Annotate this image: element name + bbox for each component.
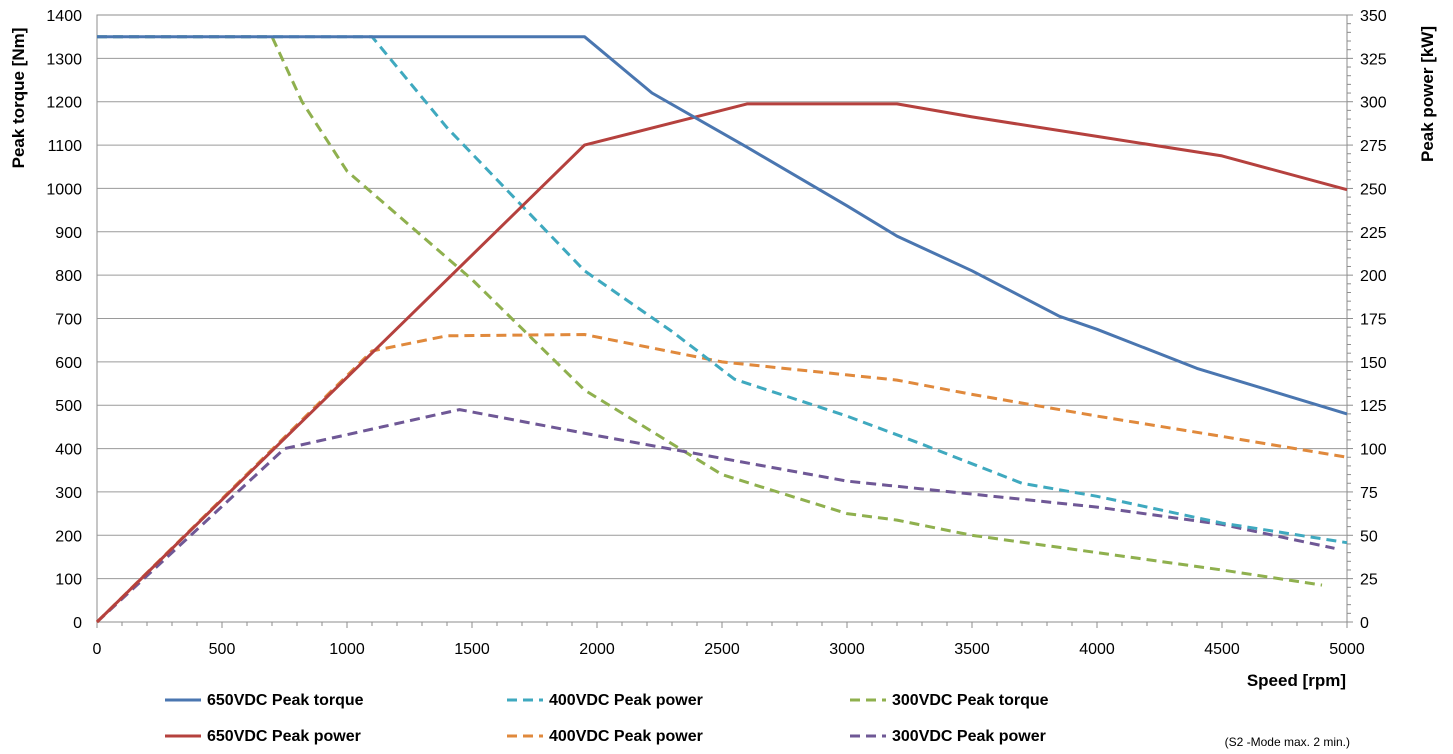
y-right-tick-175: 175 <box>1360 312 1387 329</box>
x-axis-tick-labels: 0 500 1000 1500 2000 2500 3000 3500 4000 4500 5000 <box>93 641 1365 658</box>
footnote: (S2 -Mode max. 2 min.) <box>1225 735 1350 749</box>
series-lines <box>95 35 1348 624</box>
right-axis-ticks <box>1347 14 1353 623</box>
y-right-tick-75: 75 <box>1360 485 1378 502</box>
y-left-tick-200: 200 <box>55 528 82 545</box>
y-right-tick-50: 50 <box>1360 528 1378 545</box>
y-left-tick-700: 700 <box>55 312 82 329</box>
series-line-3 <box>95 333 1348 624</box>
left-axis-tick-labels: 0 100 200 300 400 500 600 700 800 900 1000 1100 1200… <box>46 8 82 632</box>
x-tick-1000: 1000 <box>329 641 365 658</box>
x-tick-0: 0 <box>93 641 102 658</box>
x-tick-3000: 3000 <box>829 641 865 658</box>
x-tick-2500: 2500 <box>704 641 740 658</box>
y-right-tick-275: 275 <box>1360 138 1387 155</box>
series-line-4 <box>97 35 1323 587</box>
y-axis-left-title: Peak torque [Nm] <box>9 28 28 169</box>
x-minor-ticks <box>96 622 1348 628</box>
x-tick-500: 500 <box>209 641 236 658</box>
y-right-tick-0: 0 <box>1360 615 1369 632</box>
y-right-tick-150: 150 <box>1360 355 1387 372</box>
y-left-tick-400: 400 <box>55 442 82 459</box>
x-axis-title: Speed [rpm] <box>1247 671 1346 690</box>
y-right-tick-200: 200 <box>1360 268 1387 285</box>
y-left-tick-800: 800 <box>55 268 82 285</box>
y-left-tick-1000: 1000 <box>46 181 82 198</box>
series-line-1 <box>95 102 1348 624</box>
x-tick-5000: 5000 <box>1329 641 1365 658</box>
y-right-tick-125: 125 <box>1360 398 1387 415</box>
y-left-tick-1200: 1200 <box>46 95 82 112</box>
y-right-tick-100: 100 <box>1360 442 1387 459</box>
y-left-tick-100: 100 <box>55 572 82 589</box>
y-left-tick-1100: 1100 <box>48 138 83 155</box>
legend-label-4: 300VDC Peak torque <box>892 692 1049 709</box>
x-tick-4500: 4500 <box>1204 641 1240 658</box>
right-axis-tick-labels: 0 25 50 75 100 125 150 175 200 225 250 275 300 325 350 <box>1360 8 1387 632</box>
gridlines <box>97 57 1347 580</box>
x-tick-3500: 3500 <box>954 641 990 658</box>
y-right-tick-25: 25 <box>1360 572 1378 589</box>
y-left-tick-500: 500 <box>55 398 82 415</box>
y-left-tick-1400: 1400 <box>46 8 82 25</box>
y-axis-right-title: Peak power [kW] <box>1418 26 1437 162</box>
x-tick-2000: 2000 <box>579 641 615 658</box>
y-left-tick-1300: 1300 <box>46 51 82 68</box>
y-right-tick-350: 350 <box>1360 8 1387 25</box>
y-left-tick-600: 600 <box>55 355 82 372</box>
y-left-tick-900: 900 <box>55 225 82 242</box>
y-left-tick-0: 0 <box>73 615 82 632</box>
x-tick-4000: 4000 <box>1079 641 1115 658</box>
y-right-tick-250: 250 <box>1360 181 1387 198</box>
y-right-tick-325: 325 <box>1360 51 1387 68</box>
y-right-tick-300: 300 <box>1360 95 1387 112</box>
legend-label-0: 650VDC Peak torque <box>207 692 364 709</box>
y-left-tick-300: 300 <box>55 485 82 502</box>
y-right-tick-225: 225 <box>1360 225 1387 242</box>
series-line-2 <box>97 35 1348 545</box>
legend-label-3: 400VDC Peak power <box>549 728 703 745</box>
legend: 650VDC Peak torque 650VDC Peak power 400VD… <box>165 692 1049 745</box>
legend-label-5: 300VDC Peak power <box>892 728 1046 745</box>
legend-label-2: 400VDC Peak power <box>549 692 703 709</box>
legend-label-1: 650VDC Peak power <box>207 728 361 745</box>
series-line-0 <box>97 35 1348 416</box>
x-tick-1500: 1500 <box>454 641 490 658</box>
